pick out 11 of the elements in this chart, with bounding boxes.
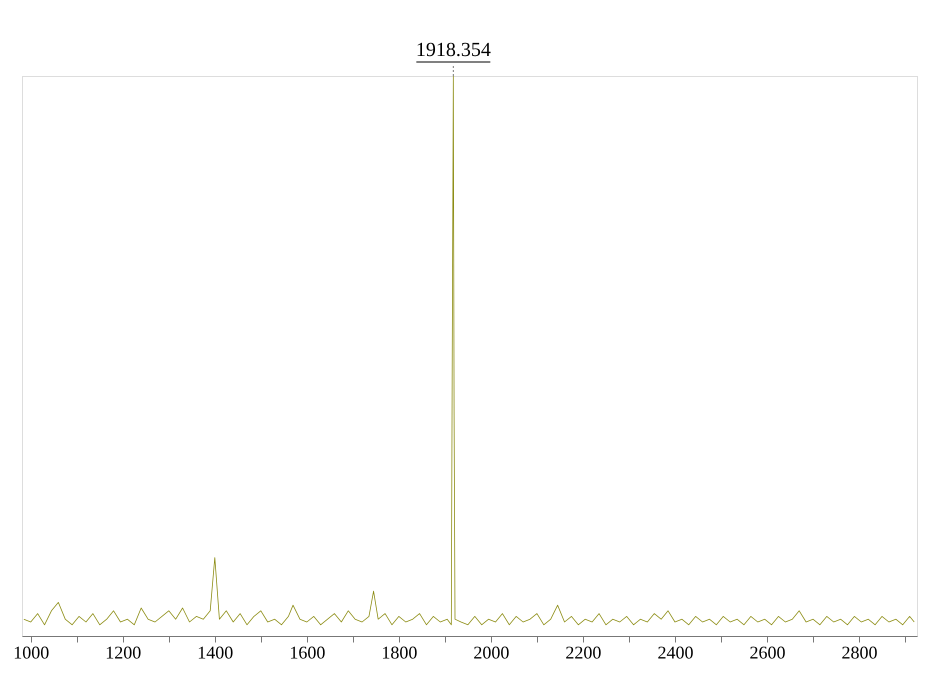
x-tick-label: 1800 bbox=[381, 642, 418, 662]
x-tick-label: 1600 bbox=[289, 642, 326, 662]
x-tick-label: 2800 bbox=[842, 642, 878, 662]
annotation: 1918.354 bbox=[416, 39, 491, 61]
x-tick-label: 1200 bbox=[105, 642, 142, 662]
x-tick-label: 1000 bbox=[13, 642, 50, 662]
x-tick-label: 2200 bbox=[565, 642, 602, 662]
x-tick-label: 2400 bbox=[657, 642, 694, 662]
x-tick-label: 2600 bbox=[749, 642, 786, 662]
x-tick-label: 1400 bbox=[197, 642, 234, 662]
x-tick-label: 2000 bbox=[473, 642, 510, 662]
